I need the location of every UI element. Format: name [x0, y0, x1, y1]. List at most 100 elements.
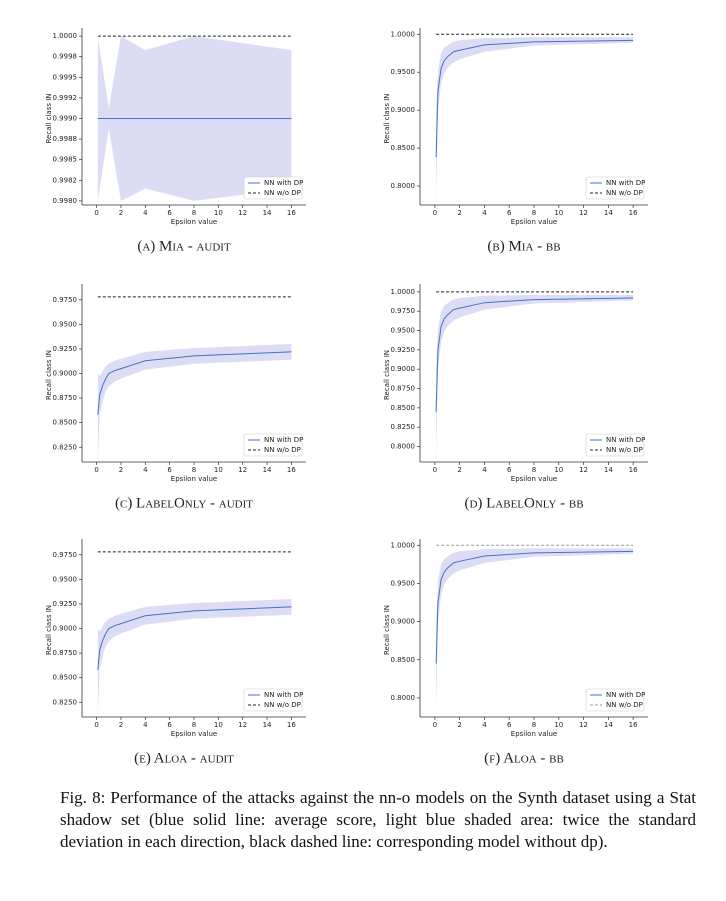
y-tick-label: 0.9995: [53, 73, 78, 81]
error-band: [97, 599, 292, 716]
y-tick-label: 0.9980: [53, 197, 78, 205]
x-tick-label: 14: [604, 721, 613, 729]
x-tick-label: 4: [143, 466, 148, 474]
figure: 0 2 4 6 8 10 12 14 16 0.9980 0.9982 0.9985 0.9988 0.9…: [45, 28, 648, 766]
subfigure-caption: (e) Aloa - audit: [134, 750, 234, 766]
series-line: [435, 297, 634, 412]
error-band: [97, 344, 292, 461]
x-tick-label: 2: [119, 466, 123, 474]
y-tick-label: 0.8250: [53, 698, 78, 706]
x-axis-label: Epsilon value: [511, 730, 557, 738]
x-tick-label: 2: [457, 209, 461, 217]
x-tick-label: 12: [238, 209, 247, 217]
y-tick-label: 0.9000: [53, 370, 78, 378]
y-tick-label: 0.8000: [391, 443, 416, 451]
y-tick-label: 0.8250: [391, 423, 416, 431]
x-tick-label: 2: [457, 721, 461, 729]
x-tick-label: 10: [214, 466, 223, 474]
x-tick-label: 0: [94, 721, 98, 729]
x-tick-label: 14: [263, 466, 272, 474]
y-tick-label: 0.9750: [391, 307, 416, 315]
x-tick-label: 10: [554, 721, 563, 729]
y-axis-label: Recall class IN: [45, 605, 53, 655]
x-axis-label: Epsilon value: [171, 218, 217, 226]
x-tick-label: 6: [507, 721, 512, 729]
x-tick-label: 12: [579, 721, 588, 729]
y-tick-label: 0.8500: [391, 144, 416, 152]
series-line: [97, 351, 292, 415]
series-line: [97, 606, 292, 670]
x-tick-label: 14: [263, 721, 272, 729]
y-axis-label: Recall class IN: [383, 350, 391, 400]
series-line: [435, 39, 634, 158]
legend-label: NN w/o DP: [264, 189, 301, 197]
y-tick-label: 0.8000: [391, 694, 416, 702]
x-tick-label: 6: [507, 209, 512, 217]
x-tick-label: 8: [532, 721, 536, 729]
y-tick-label: 0.9500: [53, 575, 78, 583]
error-band: [436, 294, 634, 459]
legend-label: NN with DP: [606, 691, 645, 699]
figure-caption: Fig. 8: Performance of the attacks again…: [60, 788, 696, 851]
y-tick-label: 0.9750: [53, 296, 78, 304]
x-tick-label: 2: [119, 721, 123, 729]
x-tick-label: 10: [214, 721, 223, 729]
subfigure-caption: (d) LabelOnly - bb: [464, 495, 583, 511]
x-tick-label: 8: [192, 721, 196, 729]
x-tick-label: 6: [167, 209, 172, 217]
x-tick-label: 16: [287, 721, 296, 729]
x-tick-label: 8: [192, 209, 196, 217]
x-axis-label: Epsilon value: [511, 475, 557, 483]
y-tick-label: 0.8500: [53, 674, 78, 682]
y-tick-label: 0.9982: [53, 176, 78, 184]
legend-label: NN w/o DP: [606, 189, 643, 197]
error-band: [436, 37, 634, 202]
x-tick-label: 0: [94, 209, 98, 217]
x-tick-label: 10: [554, 466, 563, 474]
x-tick-label: 10: [214, 209, 223, 217]
y-tick-label: 0.9500: [391, 579, 416, 587]
x-tick-label: 16: [287, 209, 296, 217]
subfigure-caption: (a) Mia - audit: [137, 238, 231, 254]
x-axis-label: Epsilon value: [171, 475, 217, 483]
x-tick-label: 0: [433, 466, 437, 474]
x-tick-label: 16: [629, 209, 638, 217]
legend-label: NN w/o DP: [606, 446, 643, 454]
y-tick-label: 0.9500: [53, 320, 78, 328]
x-tick-label: 4: [482, 209, 487, 217]
legend-label: NN with DP: [264, 691, 303, 699]
x-tick-label: 12: [238, 721, 247, 729]
legend-label: NN w/o DP: [264, 701, 301, 709]
x-tick-label: 14: [263, 209, 272, 217]
x-tick-label: 4: [482, 721, 487, 729]
y-tick-label: 0.8500: [391, 404, 416, 412]
x-tick-label: 0: [433, 209, 437, 217]
y-axis-label: Recall class IN: [45, 93, 53, 143]
x-tick-label: 6: [167, 721, 172, 729]
y-tick-label: 0.9500: [391, 68, 416, 76]
y-tick-label: 0.8250: [53, 443, 78, 451]
x-tick-label: 12: [579, 466, 588, 474]
x-tick-label: 12: [238, 466, 247, 474]
x-tick-label: 2: [119, 209, 123, 217]
y-tick-label: 0.8750: [53, 394, 78, 402]
y-tick-label: 0.8500: [53, 419, 78, 427]
legend-label: NN with DP: [264, 436, 303, 444]
y-tick-label: 0.8750: [391, 385, 416, 393]
x-axis-label: Epsilon value: [511, 218, 557, 226]
x-tick-label: 4: [143, 209, 148, 217]
subfigure-caption: (b) Mia - bb: [487, 238, 560, 254]
y-tick-label: 0.9250: [53, 600, 78, 608]
subfigure-caption: (f) Aloa - bb: [484, 750, 564, 766]
y-axis-label: Recall class IN: [45, 350, 53, 400]
y-tick-label: 0.9998: [53, 53, 78, 61]
y-tick-label: 0.9985: [53, 156, 78, 164]
subfigure-caption: (c) LabelOnly - audit: [115, 495, 253, 511]
x-tick-label: 16: [629, 721, 638, 729]
legend-label: NN with DP: [264, 179, 303, 187]
y-tick-label: 0.9000: [53, 625, 78, 633]
legend-label: NN w/o DP: [264, 446, 301, 454]
y-tick-label: 0.8000: [391, 182, 416, 190]
y-tick-label: 0.8500: [391, 656, 416, 664]
